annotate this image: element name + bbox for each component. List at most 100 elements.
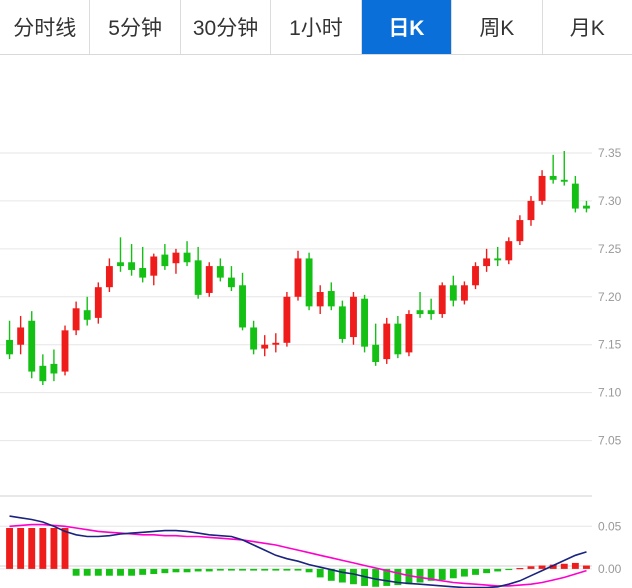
candle-body [449, 285, 457, 301]
candlestick [17, 315, 25, 355]
candlestick [194, 246, 202, 299]
candle-body [516, 220, 524, 242]
candle-body [316, 291, 324, 307]
candlestick [117, 237, 124, 272]
tab-5min[interactable]: 5分钟 [90, 0, 181, 54]
candlestick [283, 291, 291, 347]
candle-body [150, 256, 158, 276]
macd-bar [183, 568, 191, 573]
candle-body [94, 287, 102, 318]
macd-bar [283, 568, 291, 571]
candle-body [6, 339, 13, 355]
candlestick [205, 262, 213, 297]
price-axis-label: 7.05 [598, 434, 622, 448]
candle-body [194, 260, 202, 295]
macd-bar [516, 568, 524, 570]
candle-body [227, 277, 235, 288]
macd-bar [405, 568, 413, 585]
candlestick [549, 154, 557, 184]
macd-bar [438, 568, 446, 580]
macd-bar [327, 568, 335, 581]
macd-bar [83, 568, 91, 576]
candle-body [50, 363, 58, 374]
tab-week-k[interactable]: 周K [452, 0, 543, 54]
candlestick [538, 170, 546, 205]
candlestick [294, 250, 302, 301]
candlestick [161, 244, 169, 270]
macd-bar [61, 528, 69, 569]
candlestick [516, 215, 524, 245]
candle-body [405, 314, 413, 353]
chart-area[interactable]: 7.357.307.257.207.157.107.050.050.00-0.0… [0, 55, 632, 588]
candlestick [383, 317, 391, 364]
tab-30min[interactable]: 30分钟 [180, 0, 272, 54]
macd-bar [150, 568, 158, 574]
candlestick [460, 281, 468, 305]
candle-body [139, 268, 147, 278]
candle-body [105, 266, 113, 288]
macd-bar [172, 568, 180, 573]
chart-canvas[interactable]: 7.357.307.257.207.157.107.050.050.00-0.0… [0, 55, 632, 588]
macd-bar [194, 568, 202, 572]
candle-body [117, 262, 124, 267]
candle-body [294, 258, 302, 297]
macd-bar [139, 568, 147, 575]
candle-body [438, 285, 446, 315]
tab-1hour[interactable]: 1小时 [271, 0, 362, 54]
price-axis-label: 7.35 [598, 146, 622, 160]
tab-fenshi[interactable]: 分时线 [0, 0, 91, 54]
candlestick [472, 262, 479, 290]
candle-body [172, 252, 180, 264]
macd-dea-line [9, 523, 587, 587]
macd-axis-label: 0.05 [598, 519, 622, 533]
macd-bar [161, 568, 169, 574]
candle-body [571, 183, 579, 209]
candle-body [305, 258, 313, 307]
candle-body [205, 266, 213, 293]
macd-axis-label: 0.00 [598, 562, 622, 576]
macd-bar [28, 528, 36, 569]
candlestick [338, 300, 346, 343]
macd-bar [117, 568, 124, 576]
macd-bar [383, 568, 391, 586]
macd-bar [538, 565, 546, 569]
tab-day-k[interactable]: 日K [361, 0, 453, 54]
candlestick [438, 282, 446, 318]
candle-body [239, 285, 246, 328]
macd-bar [216, 568, 224, 571]
candlestick [361, 294, 369, 353]
candlestick [505, 237, 513, 265]
candle-body [350, 296, 357, 338]
tab-month-k[interactable]: 月K [542, 0, 632, 54]
candle-body [327, 291, 335, 307]
candle-body [72, 308, 80, 331]
macd-bar [6, 528, 13, 569]
candlestick [483, 248, 491, 272]
candle-body [505, 241, 513, 261]
macd-bar [294, 568, 302, 571]
period-toolbar[interactable]: 分时线 5分钟 30分钟 1小时 日K 周K 月K [0, 0, 632, 55]
macd-bar [205, 568, 213, 572]
macd-bar [239, 568, 246, 571]
candle-body [338, 306, 346, 339]
candle-body [549, 175, 557, 180]
candle-body [472, 266, 479, 286]
price-axis-label: 7.15 [598, 338, 622, 352]
candlestick [28, 311, 36, 379]
macd-bar [449, 568, 457, 579]
candle-body [383, 323, 391, 360]
candlestick [494, 246, 502, 267]
candle-body [17, 327, 25, 345]
macd-bar [372, 568, 380, 587]
macd-bar [250, 568, 258, 571]
macd-bar [338, 568, 346, 583]
candle-body [183, 252, 191, 263]
price-axis-label: 7.25 [598, 242, 622, 256]
candle-body [61, 330, 69, 372]
macd-bar [583, 565, 590, 569]
candlestick [527, 196, 535, 226]
macd-bar [505, 568, 513, 571]
candlestick [305, 252, 313, 311]
candlestick [416, 291, 424, 318]
